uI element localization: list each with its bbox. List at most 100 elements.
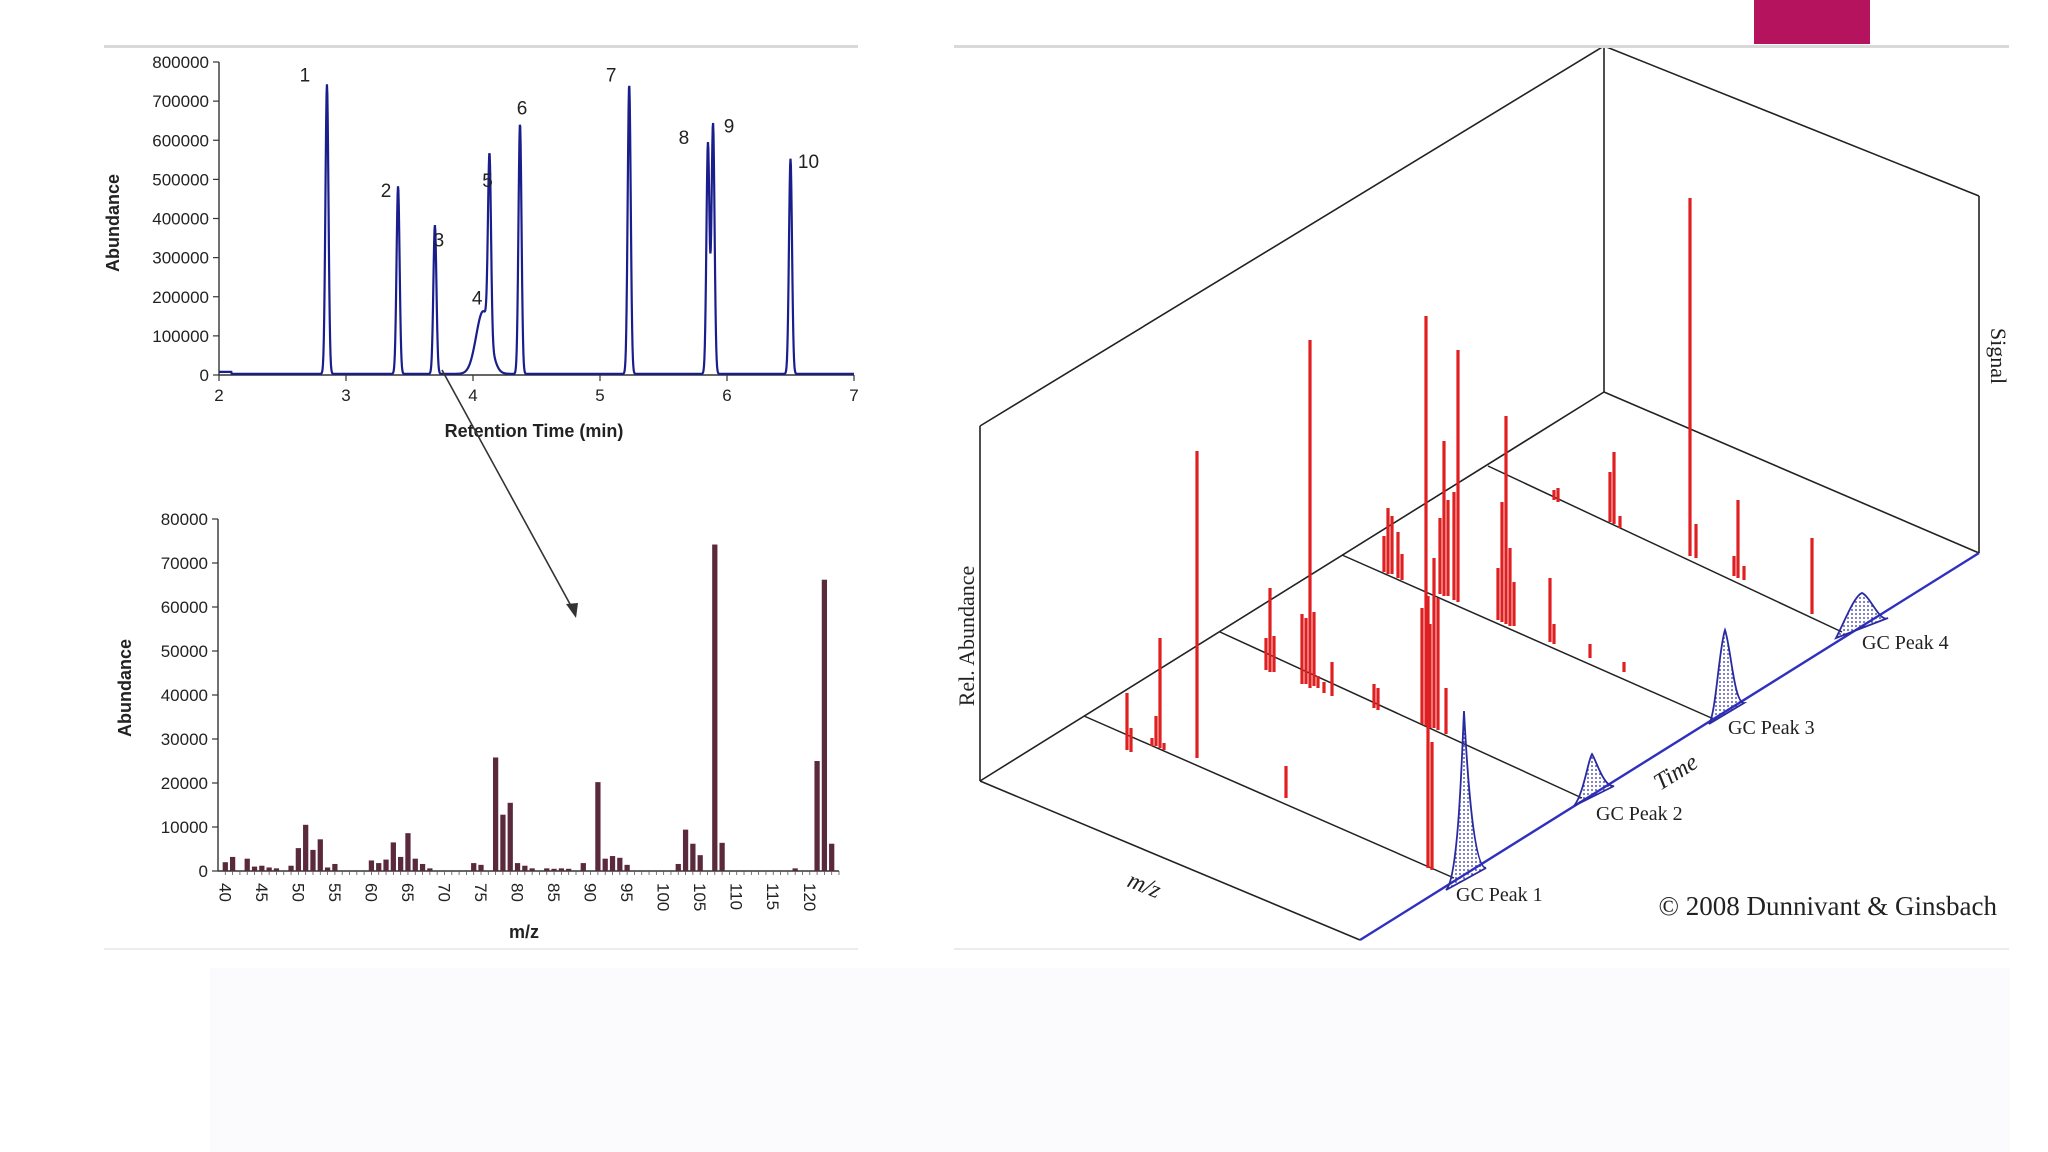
chromatogram-ylabel: Abundance: [104, 174, 123, 272]
mass-spectrum-bar: [288, 865, 294, 871]
mass-spectrum-bar: [222, 862, 228, 871]
time-axis-label: Time: [1649, 749, 1703, 796]
mass-spectrum-bar: [419, 863, 426, 871]
mass-spectrum-bar: [558, 868, 565, 871]
mass-spectrum-axes: [217, 519, 839, 872]
mass-spectrum-bar: [697, 855, 703, 871]
left-figure: Abundance Retention Time (min) 010000020…: [103, 53, 859, 942]
mass-spectrum-bar: [492, 757, 499, 871]
bottom-strip: [210, 968, 2010, 1152]
mass-spectrum-bar: [566, 868, 572, 871]
mass-spectrum-bar: [324, 867, 331, 871]
chromatogram-y-tick-label: 800000: [152, 53, 209, 72]
mass-spectrum-y-tick-label: 30000: [161, 730, 208, 749]
chromatogram-peak-label: 1: [300, 65, 311, 86]
mass-spectrum-bar: [332, 863, 338, 871]
chromatogram-y-tick-label: 200000: [152, 288, 209, 307]
mass-spectrum-y-tick-label: 10000: [161, 818, 208, 837]
mass-spectrum-bar: [295, 848, 301, 871]
mass-spectrum-y-tick-label: 40000: [161, 686, 208, 705]
mass-spectrum-y-tick-label: 80000: [161, 510, 208, 529]
chromatogram-peak-label: 4: [472, 288, 483, 309]
chromatogram-y-tick-label: 300000: [152, 249, 209, 268]
mass-spectrum-bar: [266, 867, 272, 871]
chromatogram-ticks: 0 100000 200000 300000 400000 500000 600000 700…: [152, 53, 858, 405]
mass-spectrum-bar: [522, 865, 528, 871]
chromatogram-peak-label: 10: [798, 152, 819, 173]
gc-peak-1-label: GC Peak 1: [1456, 884, 1543, 906]
mass-spectrum-bar: [712, 544, 718, 871]
chromatogram-x-tick-label: 7: [849, 386, 858, 405]
mass-spectrum-bar: [617, 857, 623, 871]
mass-spectrum-bar: [551, 868, 557, 871]
mass-spectrum-bar: [719, 842, 725, 871]
mass-spectrum-ylabel: Abundance: [115, 639, 135, 737]
mass-spectrum-x-tick-label: 85: [544, 883, 563, 902]
mass-spectrum-bar: [507, 802, 513, 871]
mass-spectrum-bar: [310, 849, 316, 871]
mass-spectrum-bar: [624, 864, 630, 871]
mass-spectrum-x-tick-label: 80: [508, 883, 527, 902]
chromatogram-x-tick-label: 3: [341, 386, 350, 405]
mass-spectrum-bar: [390, 842, 396, 871]
copyright-text: © 2008 Dunnivant & Ginsbach: [1659, 891, 1998, 921]
mass-spectrum-bar: [500, 814, 506, 871]
chromatogram-y-tick-label: 700000: [152, 92, 209, 111]
mass-spectrum-x-tick-label: 110: [727, 883, 746, 910]
chromatogram-y-tick-label: 500000: [152, 170, 209, 189]
mass-spectrum-y-tick-label: 60000: [161, 598, 208, 617]
gc-peak-3-label: GC Peak 3: [1728, 717, 1815, 739]
mass-spectrum-x-tick-label: 100: [654, 883, 673, 911]
chromatogram-chart: Abundance Retention Time (min) 0 100000 20…: [103, 53, 859, 618]
mass-spectrum-x-tick-label: 115: [763, 883, 782, 910]
chromatogram-x-tick-label: 4: [468, 386, 477, 405]
mass-spectrum-bar: [368, 860, 375, 871]
mass-spectrum-bar: [821, 579, 828, 871]
chromatogram-peak-labels: 1 2 3 4 5 6 7 8 9 10: [300, 65, 819, 309]
mass-spectrum-x-tick-label: 45: [252, 883, 271, 902]
mass-spectrum-bar: [478, 864, 484, 871]
chromatogram-peak-label: 9: [724, 117, 735, 138]
left-panel: Abundance Retention Time (min) 0 100000 20…: [103, 45, 859, 950]
mass-spectrum-bar: [792, 868, 798, 871]
mass-spectrum-bar: [244, 858, 250, 871]
gcms-3d-figure: GC Peak 1 GC Peak 2 GC Peak 3 GC Peak 4 …: [954, 44, 2011, 942]
mass-spectrum-bar: [376, 863, 382, 871]
mass-spectrum-bar: [609, 856, 616, 871]
chromatogram-xlabel: Retention Time (min): [445, 421, 624, 441]
signal-label: Signal: [1986, 328, 2009, 384]
chromatogram-y-tick-label: 100000: [152, 327, 209, 346]
mass-spectrum-y-tick-label: 0: [199, 862, 208, 881]
mass-spectrum-bar: [471, 863, 477, 871]
mass-spectrum-bar: [829, 843, 835, 871]
mass-spectrum-x-tick-label: 50: [288, 883, 307, 902]
mass-spectrum-x-tick-label: 90: [581, 883, 600, 902]
mass-spectrum-bar: [427, 868, 433, 871]
chromatogram-peak-label: 7: [606, 65, 617, 86]
mass-spectrum-x-tick-label: 95: [617, 883, 636, 902]
mass-spectrum-y-tick-label: 20000: [161, 774, 208, 793]
chromatogram-y-tick-label: 0: [200, 366, 209, 385]
mass-spectrum-bar: [514, 863, 521, 871]
mass-spectrum-bar: [229, 856, 236, 871]
chromatogram-peak-label: 8: [679, 128, 690, 149]
mass-spectrum-bar: [544, 868, 550, 871]
chromatogram-x-tick-label: 6: [722, 386, 731, 405]
gc-peak-3-shape: [1708, 627, 1748, 725]
gc-peak-4-label: GC Peak 4: [1862, 632, 1949, 654]
mass-spectrum-bar: [682, 829, 689, 871]
chromatogram-peak-label: 2: [381, 181, 392, 202]
gc-peak-1-shape: [1445, 710, 1490, 891]
gc-peak-2-label: GC Peak 2: [1596, 803, 1683, 825]
chromatogram-peak-label: 3: [434, 230, 445, 251]
mass-spectrum-x-tick-label: 70: [434, 883, 453, 902]
mass-spectrum-bar: [412, 858, 418, 871]
red-mass-peaks: [1125, 198, 1814, 870]
chromatogram-trace: [219, 84, 854, 375]
chromatogram-x-tick-label: 2: [214, 386, 223, 405]
zoom-arrow: [441, 369, 577, 616]
chromatogram-peak-label: 6: [517, 99, 528, 120]
mass-spectrum-x-tick-label: 55: [325, 883, 344, 902]
mass-spectrum-bars: [222, 544, 835, 871]
mass-spectrum-bar: [405, 833, 411, 871]
